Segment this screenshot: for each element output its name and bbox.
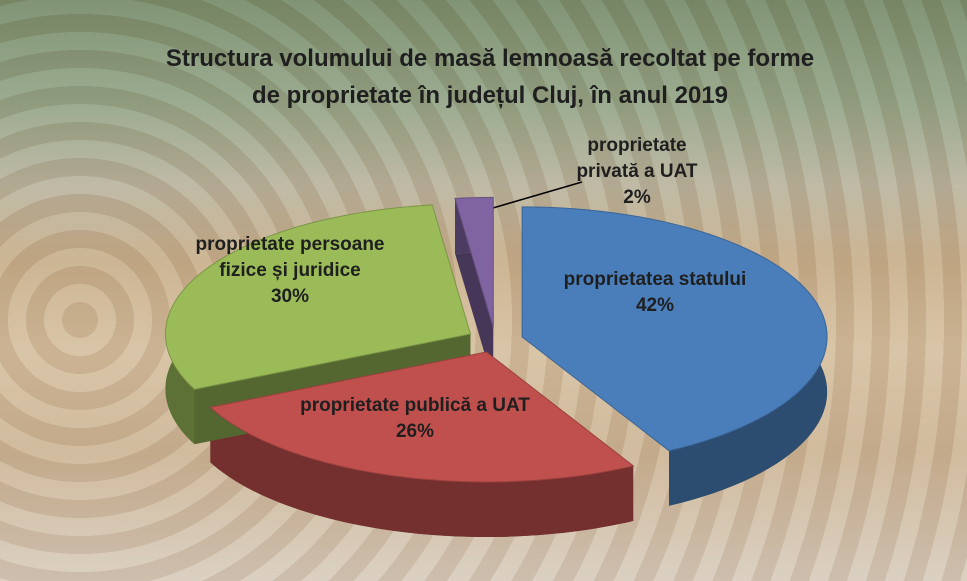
- data-label: proprietate privată a UAT: [562, 133, 712, 185]
- data-value-label: 42%: [555, 295, 755, 317]
- data-value-label: 2%: [562, 187, 712, 209]
- data-value-label: 30%: [175, 286, 405, 308]
- data-label: proprietate persoane fizice și juridice: [175, 232, 405, 284]
- data-label: proprietate publică a UAT: [290, 393, 540, 419]
- chart: Structura volumului de masă lemnoasă rec…: [0, 0, 967, 581]
- data-value-label: 26%: [290, 421, 540, 443]
- pie-area: [0, 0, 967, 581]
- data-label: proprietatea statului: [555, 267, 755, 293]
